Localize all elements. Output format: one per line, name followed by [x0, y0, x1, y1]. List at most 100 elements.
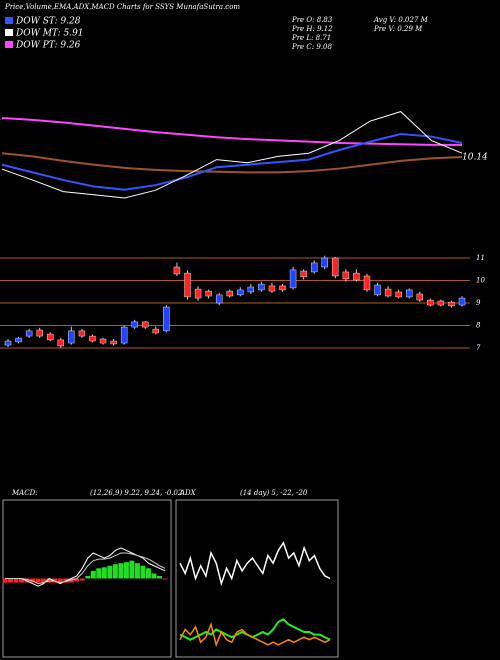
- y-tick-label: 9: [476, 299, 481, 307]
- histogram-bar: [35, 578, 41, 583]
- histogram-bar: [134, 563, 140, 579]
- candle-body: [258, 283, 265, 291]
- chart-title: Price,Volume,EMA,ADX,MACD Charts for SSY…: [4, 3, 240, 11]
- ema-line: [1, 132, 463, 191]
- candle-body: [437, 300, 445, 306]
- histogram-bar: [2, 578, 8, 583]
- histogram-bar: [112, 564, 118, 579]
- histogram-bar: [19, 578, 25, 583]
- panel-params: (12,26,9) 9.22, 9.24, -0.02: [90, 489, 183, 497]
- legend-label: DOW PT: 9.26: [15, 41, 81, 51]
- candle-body: [416, 293, 423, 301]
- adx-line: [179, 618, 331, 641]
- candle-body: [47, 333, 54, 341]
- candle-body: [226, 290, 233, 297]
- candle-body: [163, 306, 170, 332]
- panel-label: MACD:: [11, 489, 38, 497]
- adx-line: [179, 621, 331, 648]
- histogram-bar: [101, 567, 107, 579]
- candle-body: [99, 338, 107, 344]
- candle-body: [342, 271, 350, 280]
- histogram-bar: [46, 578, 52, 583]
- stat: Avg V: 0.027 M: [373, 16, 429, 24]
- legend-swatch: [5, 17, 13, 24]
- candle-body: [4, 340, 12, 346]
- histogram-bar: [129, 560, 135, 579]
- legend-label: DOW MT: 5.91: [15, 29, 84, 39]
- candle-body: [279, 285, 286, 291]
- panel: [175, 499, 339, 658]
- candle-body: [36, 329, 43, 337]
- histogram-bar: [118, 563, 124, 579]
- stat: Pre H: 9.12: [291, 25, 333, 33]
- ema-line: [1, 152, 463, 174]
- candle-body: [15, 337, 22, 343]
- candle-body: [321, 257, 328, 268]
- candle-body: [395, 291, 402, 298]
- candle-body: [57, 339, 64, 347]
- legend-swatch: [5, 41, 13, 48]
- stat: Pre V: 0.29 M: [373, 25, 423, 33]
- ema-line: [1, 117, 462, 146]
- candle-body: [247, 286, 255, 293]
- adx-line: [179, 541, 331, 587]
- stat: Pre L: 8.71: [291, 34, 331, 42]
- last-price: 10.14: [462, 153, 488, 163]
- histogram-bar: [13, 578, 19, 583]
- histogram-bar: [156, 575, 162, 579]
- stat: Pre O: 8.83: [291, 16, 333, 24]
- candle-body: [184, 272, 191, 298]
- candle-body: [363, 275, 371, 291]
- legend-label: DOW ST: 9.28: [15, 17, 81, 27]
- panel-params: (14 day) 5, -22, -20: [240, 489, 308, 497]
- candle-body: [268, 285, 276, 292]
- histogram-bar: [96, 568, 102, 579]
- candle-body: [237, 289, 244, 296]
- candle-body: [310, 262, 318, 273]
- candle-body: [68, 330, 75, 344]
- candle-body: [332, 257, 339, 277]
- candle-body: [406, 289, 413, 298]
- histogram-bar: [107, 565, 113, 579]
- histogram-bar: [90, 570, 96, 579]
- ema-line: [1, 111, 463, 199]
- candle-body: [448, 301, 455, 307]
- histogram-bar: [145, 568, 151, 579]
- candle-body: [194, 288, 202, 299]
- candle-body: [173, 266, 181, 275]
- candle-body: [25, 330, 33, 337]
- histogram-bar: [123, 562, 129, 579]
- macd-line: [5, 552, 166, 585]
- candle-body: [289, 269, 297, 289]
- histogram-bar: [85, 575, 91, 579]
- y-tick-label: 7: [476, 344, 481, 352]
- candle-body: [458, 297, 466, 306]
- y-tick-label: 8: [476, 322, 481, 330]
- histogram-bar: [41, 578, 47, 583]
- candle-body: [205, 290, 212, 297]
- histogram-bar: [74, 578, 80, 582]
- candle-body: [142, 321, 149, 328]
- candle-body: [131, 321, 138, 328]
- candle-body: [353, 272, 360, 281]
- candle-body: [384, 288, 392, 297]
- histogram-bar: [8, 578, 14, 583]
- candle-body: [89, 335, 96, 342]
- histogram-bar: [140, 565, 146, 579]
- candle-body: [152, 328, 160, 334]
- legend-swatch: [5, 29, 13, 36]
- candle-body: [120, 326, 128, 344]
- histogram-bar: [151, 573, 157, 579]
- candle-body: [110, 340, 117, 345]
- candle-body: [374, 284, 381, 296]
- candle-body: [78, 330, 86, 337]
- histogram-bar: [162, 578, 168, 580]
- panel-label: ADX: [179, 489, 197, 497]
- candle-body: [300, 270, 307, 278]
- candle-body: [427, 299, 434, 306]
- candle-body: [215, 294, 223, 304]
- y-tick-label: 11: [476, 254, 485, 262]
- histogram-bar: [57, 578, 63, 583]
- histogram-bar: [79, 578, 85, 581]
